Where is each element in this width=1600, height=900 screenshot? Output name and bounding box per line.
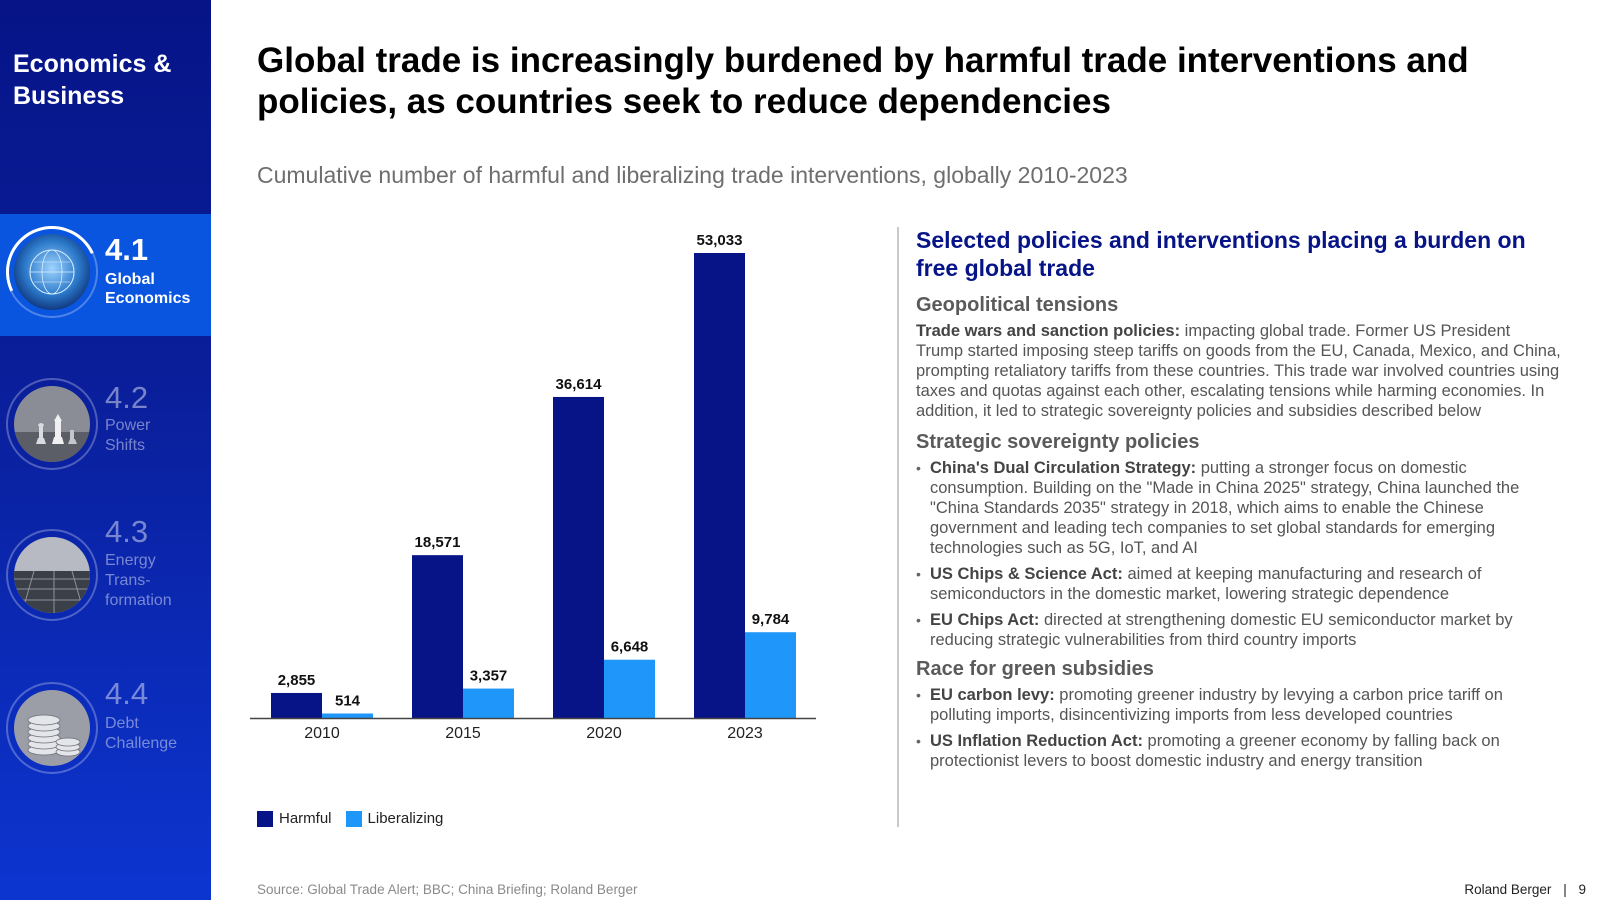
footer: Roland Berger | 9 xyxy=(1464,882,1586,897)
nav-label-line: Power xyxy=(105,417,151,434)
bar-harmful-2020 xyxy=(553,396,604,718)
list-item: EU carbon levy: promoting greener indust… xyxy=(916,685,1561,725)
nav-label-line: Challenge xyxy=(105,735,178,752)
data-label: 6,648 xyxy=(611,639,649,656)
list-item: China's Dual Circulation Strategy: putti… xyxy=(916,458,1561,558)
legend-label-harmful: Harmful xyxy=(279,810,332,827)
bar-chart-svg: 2,855 514 2010 18,571 3,357 2015 36,614 6,648 20… xyxy=(250,232,816,742)
chart-legend: Harmful Liberalizing xyxy=(257,810,457,827)
bar-liberalizing-2015 xyxy=(463,688,514,718)
list-item: US Chips & Science Act: aimed at keeping… xyxy=(916,564,1561,604)
brand-line-1: Economics & xyxy=(13,50,172,78)
footer-separator: | xyxy=(1563,882,1567,897)
brand-title[interactable]: Economics & Business xyxy=(13,48,171,112)
nav-ring xyxy=(6,226,98,318)
section-heading: Race for green subsidies xyxy=(916,658,1154,680)
solar-field-icon xyxy=(14,537,90,613)
bar-chart: 2,855 514 2010 18,571 3,357 2015 36,614 6,648 20… xyxy=(250,230,840,770)
bullet-lead: China's Dual Circulation Strategy: xyxy=(930,459,1197,477)
bullet-lead: US Chips & Science Act: xyxy=(930,565,1123,583)
chess-pieces-icon xyxy=(14,386,90,462)
coin-stack-icon xyxy=(14,690,90,766)
sidebar-item-power-shifts[interactable]: 4.2 Power Shifts xyxy=(0,370,211,480)
nav-label-line: Shifts xyxy=(105,437,146,454)
bullet-lead: EU Chips Act: xyxy=(930,611,1040,629)
bullet-lead: US Inflation Reduction Act: xyxy=(930,732,1143,750)
bar-harmful-2015 xyxy=(412,555,463,718)
nav-label-line: Global xyxy=(105,271,155,288)
legend-item-liberalizing: Liberalizing xyxy=(345,810,444,827)
x-tick-label: 2015 xyxy=(445,725,481,742)
bar-liberalizing-2020 xyxy=(604,659,655,718)
data-label: 18,571 xyxy=(415,534,461,551)
legend-label-liberalizing: Liberalizing xyxy=(367,810,444,827)
nav-number: 4.3 xyxy=(105,514,149,549)
bar-harmful-2010 xyxy=(271,692,322,718)
nav-number: 4.1 xyxy=(105,232,149,267)
section-heading: Strategic sovereignty policies xyxy=(916,431,1200,453)
company-name[interactable]: Roland Berger xyxy=(1464,882,1552,897)
paragraph-lead: Trade wars and sanction policies: xyxy=(916,322,1181,340)
x-tick-label: 2020 xyxy=(586,725,622,742)
list-item: US Inflation Reduction Act: promoting a … xyxy=(916,731,1561,771)
page-title: Global trade is increasingly burdened by… xyxy=(257,41,1469,121)
data-label: 2,855 xyxy=(278,672,316,689)
list-item: EU Chips Act: directed at strengthening … xyxy=(916,610,1561,650)
sidebar-item-debt-challenge[interactable]: 4.4 Debt Challenge xyxy=(0,676,211,786)
data-label: 3,357 xyxy=(470,668,508,685)
bullet-text: putting a stronger focus on domestic con… xyxy=(930,459,1520,557)
nav-number: 4.4 xyxy=(105,676,149,711)
chart-subtitle: Cumulative number of harmful and liberal… xyxy=(257,162,1128,188)
panel-title: Selected policies and interventions plac… xyxy=(916,227,1526,281)
sidebar-item-energy-transformation[interactable]: 4.3 Energy Trans- formation xyxy=(0,508,211,628)
nav-number: 4.2 xyxy=(105,380,149,415)
data-label: 53,033 xyxy=(697,232,743,249)
nav-label-line: Economics xyxy=(105,290,191,307)
x-tick-label: 2010 xyxy=(304,725,340,742)
data-label: 514 xyxy=(335,692,361,709)
nav-label-line: Energy xyxy=(105,552,156,569)
bar-liberalizing-2023 xyxy=(745,632,796,718)
bullet-text: promoting greener industry by levying a … xyxy=(930,686,1503,724)
x-tick-label: 2023 xyxy=(727,725,763,742)
section-paragraph: Trade wars and sanction policies: impact… xyxy=(916,321,1561,421)
bullet-text: aimed at keeping manufacturing and resea… xyxy=(930,565,1482,603)
nav-label-line: Debt xyxy=(105,715,139,732)
nav-ring xyxy=(6,529,98,621)
nav-label-line: formation xyxy=(105,592,172,609)
section-heading: Geopolitical tensions xyxy=(916,294,1119,316)
brand-line-2: Business xyxy=(13,82,125,110)
paragraph-text: impacting global trade. Former US Presid… xyxy=(916,322,1561,420)
legend-swatch-liberalizing xyxy=(345,810,362,827)
nav-label-line: Trans- xyxy=(105,572,151,589)
legend-swatch-harmful xyxy=(257,810,273,827)
sidebar-item-global-economics[interactable]: 4.1 Global Economics xyxy=(0,213,211,336)
data-label: 9,784 xyxy=(752,611,790,628)
panel-divider xyxy=(897,227,899,827)
bar-liberalizing-2010 xyxy=(322,713,373,718)
bar-harmful-2023 xyxy=(694,253,745,718)
bullet-list: China's Dual Circulation Strategy: putti… xyxy=(916,458,1561,650)
bullet-list: EU carbon levy: promoting greener indust… xyxy=(916,685,1561,771)
source-note: Source: Global Trade Alert; BBC; China B… xyxy=(257,882,638,897)
policies-panel: Selected policies and interventions plac… xyxy=(916,226,1561,777)
legend-item-harmful: Harmful xyxy=(257,810,332,827)
nav-ring xyxy=(6,682,98,774)
nav-ring xyxy=(6,378,98,470)
sidebar: Economics & Business 4.1 Global Economic… xyxy=(0,0,211,900)
bullet-text: promoting a greener economy by falling b… xyxy=(930,732,1500,770)
data-label: 36,614 xyxy=(556,376,603,393)
bullet-lead: EU carbon levy: xyxy=(930,686,1055,704)
globe-network-icon xyxy=(14,234,90,310)
bullet-text: directed at strengthening domestic EU se… xyxy=(930,611,1513,649)
page-number: 9 xyxy=(1578,882,1586,897)
